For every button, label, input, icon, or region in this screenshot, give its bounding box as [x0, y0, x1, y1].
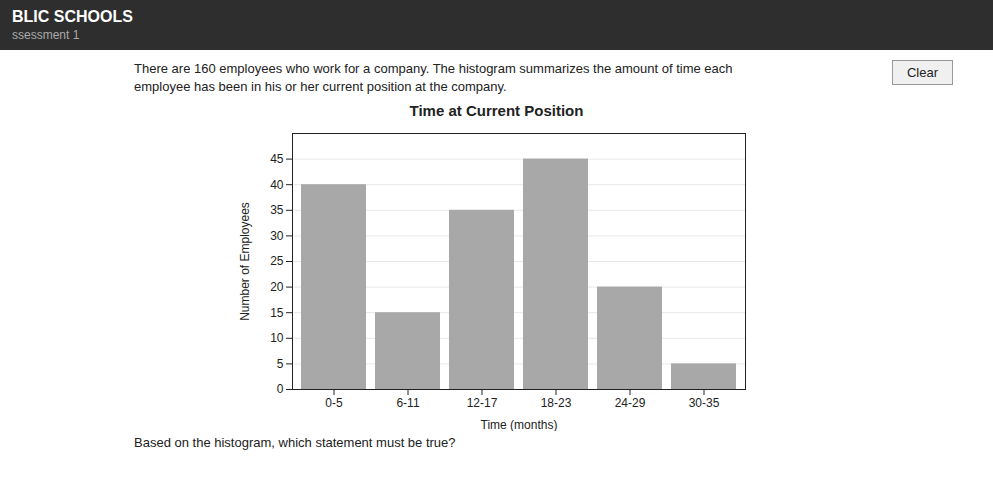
svg-text:35: 35 [270, 203, 284, 217]
html-text:BLIC SCHOOLS: BLIC SCHOOLS [12, 8, 133, 25]
svg-text:24-29: 24-29 [614, 396, 645, 410]
svg-text:5: 5 [276, 357, 283, 371]
html-text:Based on the histogram, which: Based on the histogram, which statement … [134, 435, 456, 450]
svg-text:0-5: 0-5 [325, 396, 343, 410]
svg-text:25: 25 [270, 254, 284, 268]
svg-text:30: 30 [270, 229, 284, 243]
svg-text:30-35: 30-35 [688, 396, 719, 410]
html-text:There are 160 employees who wo: There are 160 employees who work for a c… [134, 61, 733, 76]
svg-text:15: 15 [270, 306, 284, 320]
svg-text:18-23: 18-23 [540, 396, 571, 410]
svg-text:Time (months): Time (months) [480, 418, 557, 432]
html-text:employee has been in his or he: employee has been in his or her current … [134, 79, 507, 94]
svg-text:12-17: 12-17 [466, 396, 497, 410]
svg-text:6-11: 6-11 [396, 396, 419, 410]
svg-text:20: 20 [270, 280, 284, 294]
svg-text:45: 45 [270, 152, 284, 166]
svg-text:40: 40 [270, 178, 284, 192]
html-text:Clear: Clear [906, 65, 938, 80]
svg-text:0: 0 [276, 382, 283, 396]
svg-text:10: 10 [270, 331, 284, 345]
svg-text:Number of Employees: Number of Employees [238, 202, 252, 321]
html-text:ssessment 1: ssessment 1 [12, 28, 80, 42]
html-text:Time at Current Position: Time at Current Position [409, 102, 584, 119]
